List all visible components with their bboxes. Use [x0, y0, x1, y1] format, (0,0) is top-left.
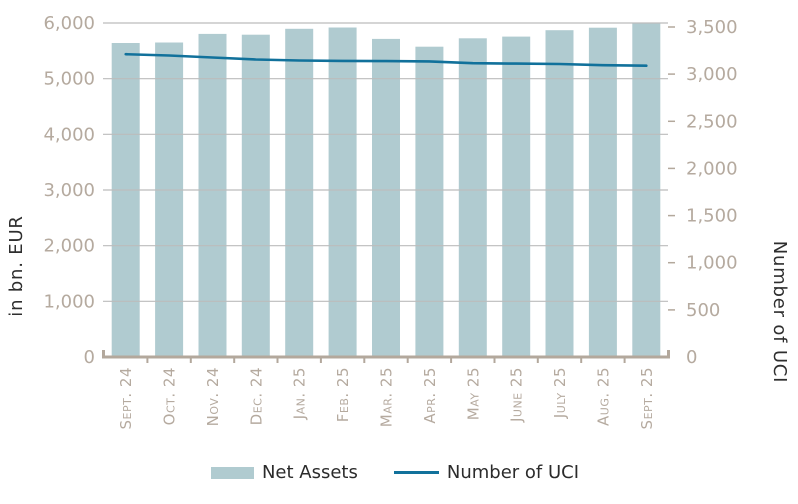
right-axis-tick-label: 3,000: [686, 64, 738, 85]
x-axis-tick-label: Apr. 25: [421, 367, 439, 424]
legend-item-net-assets[interactable]: Net Assets: [210, 462, 358, 483]
x-axis-tick-label: Oct. 24: [161, 367, 179, 425]
x-axis-tick-label: Dec. 24: [247, 367, 265, 425]
right-axis-tick-label: 2,500: [686, 111, 738, 132]
x-axis-tick-label: Aug. 25: [594, 367, 612, 426]
chart-canvas: 0 1,000 2,000 3,000 4,000 5,000 6,000 0 500 1,000…: [43, 13, 738, 429]
right-axis-tick-label: 1,500: [686, 206, 738, 227]
net-assets-bar: [241, 34, 270, 357]
legend-item-number-of-uci[interactable]: Number of UCI: [393, 462, 580, 483]
legend-label-number-of-uci: Number of UCI: [446, 462, 580, 483]
uci-line: [124, 52, 648, 67]
left-axis-tick-label: 5,000: [43, 69, 95, 90]
right-axis-tick-label: 500: [686, 300, 720, 321]
right-axis-tick-label: 0: [686, 347, 697, 368]
net-assets-bar: [458, 38, 487, 358]
x-axis-tick-label: July 25: [551, 367, 569, 419]
net-assets-bar: [502, 36, 531, 357]
right-axis-tick-label: 3,500: [686, 17, 738, 38]
left-axis-title: in bn. EUR: [6, 215, 27, 317]
legend: Net Assets Number of UCI: [0, 462, 790, 483]
left-axis-tick-label: 6,000: [43, 13, 95, 34]
x-axis-tick-label: Mar. 25: [378, 367, 396, 427]
net-assets-bar: [198, 33, 227, 358]
left-axis-tick-label: 2,000: [43, 236, 95, 257]
x-axis-tick-label: June 25: [508, 367, 526, 423]
x-axis-tick-label: Feb. 25: [334, 367, 352, 422]
x-axis-tick-label: Sept. 24: [117, 367, 135, 429]
x-axis-tick-label: May 25: [464, 367, 482, 420]
left-axis-tick-label: 1,000: [43, 291, 95, 312]
net-assets-bar: [111, 43, 140, 357]
net-assets-swatch: [210, 466, 254, 479]
net-assets-bar: [588, 27, 617, 357]
net-assets-bar: [285, 28, 314, 358]
net-assets-bar: [415, 46, 444, 357]
legend-label-net-assets: Net Assets: [261, 462, 358, 483]
left-axis-tick-label: 0: [84, 347, 95, 368]
net-assets-bar: [155, 42, 184, 357]
x-axis-tick-label: Jan. 25: [291, 367, 309, 420]
left-axis-tick-label: 3,000: [43, 180, 95, 201]
right-axis-tick-label: 1,000: [686, 253, 738, 274]
x-axis-tick-label: Sept. 25: [638, 367, 656, 429]
x-axis-tick-label: Nov. 24: [204, 367, 222, 426]
net-assets-bar: [545, 30, 574, 357]
net-assets-bar: [328, 27, 357, 357]
left-axis-tick-label: 4,000: [43, 124, 95, 145]
net-assets-bar: [372, 38, 400, 358]
uci-line-swatch: [393, 471, 439, 474]
right-axis-title: Number of UCI: [769, 240, 790, 384]
right-axis-tick-label: 2,000: [686, 158, 738, 179]
